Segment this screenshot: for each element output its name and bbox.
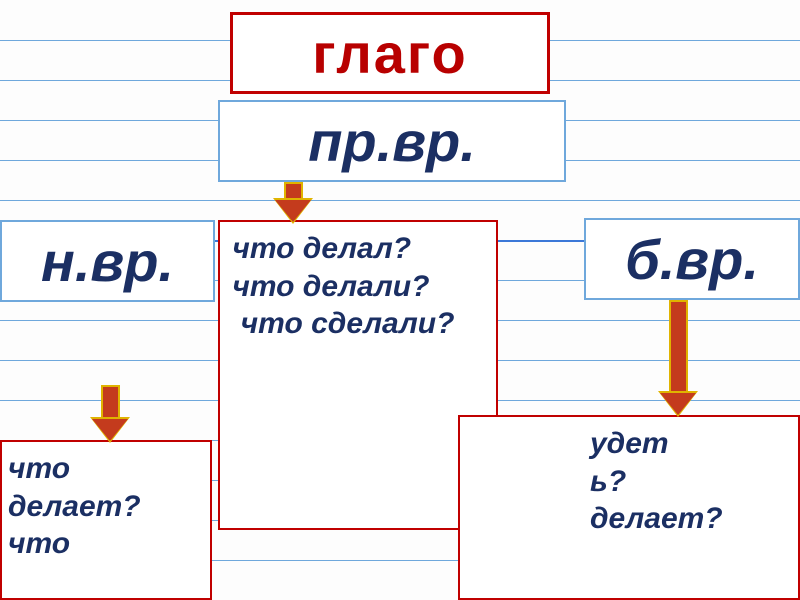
tense-box-present: н.вр. <box>0 220 215 302</box>
question-line: ь? <box>590 463 792 501</box>
questions-box-future: удеть?делает? <box>458 415 800 600</box>
arrow-down-icon <box>275 182 311 222</box>
arrow-down-icon <box>92 385 128 441</box>
question-line: делает? <box>590 500 792 538</box>
tense-label-present: н.вр. <box>41 229 174 294</box>
arrow-down-icon <box>660 300 696 415</box>
question-line: удет <box>590 425 792 463</box>
question-line: что делал? <box>224 230 490 268</box>
questions-box-past: что делал? что делали? что сделали? <box>218 220 498 530</box>
tense-label-future: б.вр. <box>625 227 759 292</box>
tense-label-past: пр.вр. <box>308 109 476 174</box>
question-line: что делали? <box>224 268 490 306</box>
title-text: глаго <box>312 21 467 86</box>
tense-box-future: б.вр. <box>584 218 800 300</box>
question-line: что делает? <box>8 450 204 525</box>
questions-box-present: что делает?что <box>0 440 212 600</box>
title-box: глаго <box>230 12 550 94</box>
question-line: что сделали? <box>224 305 490 343</box>
tense-box-past: пр.вр. <box>218 100 566 182</box>
question-line: что <box>8 525 204 563</box>
